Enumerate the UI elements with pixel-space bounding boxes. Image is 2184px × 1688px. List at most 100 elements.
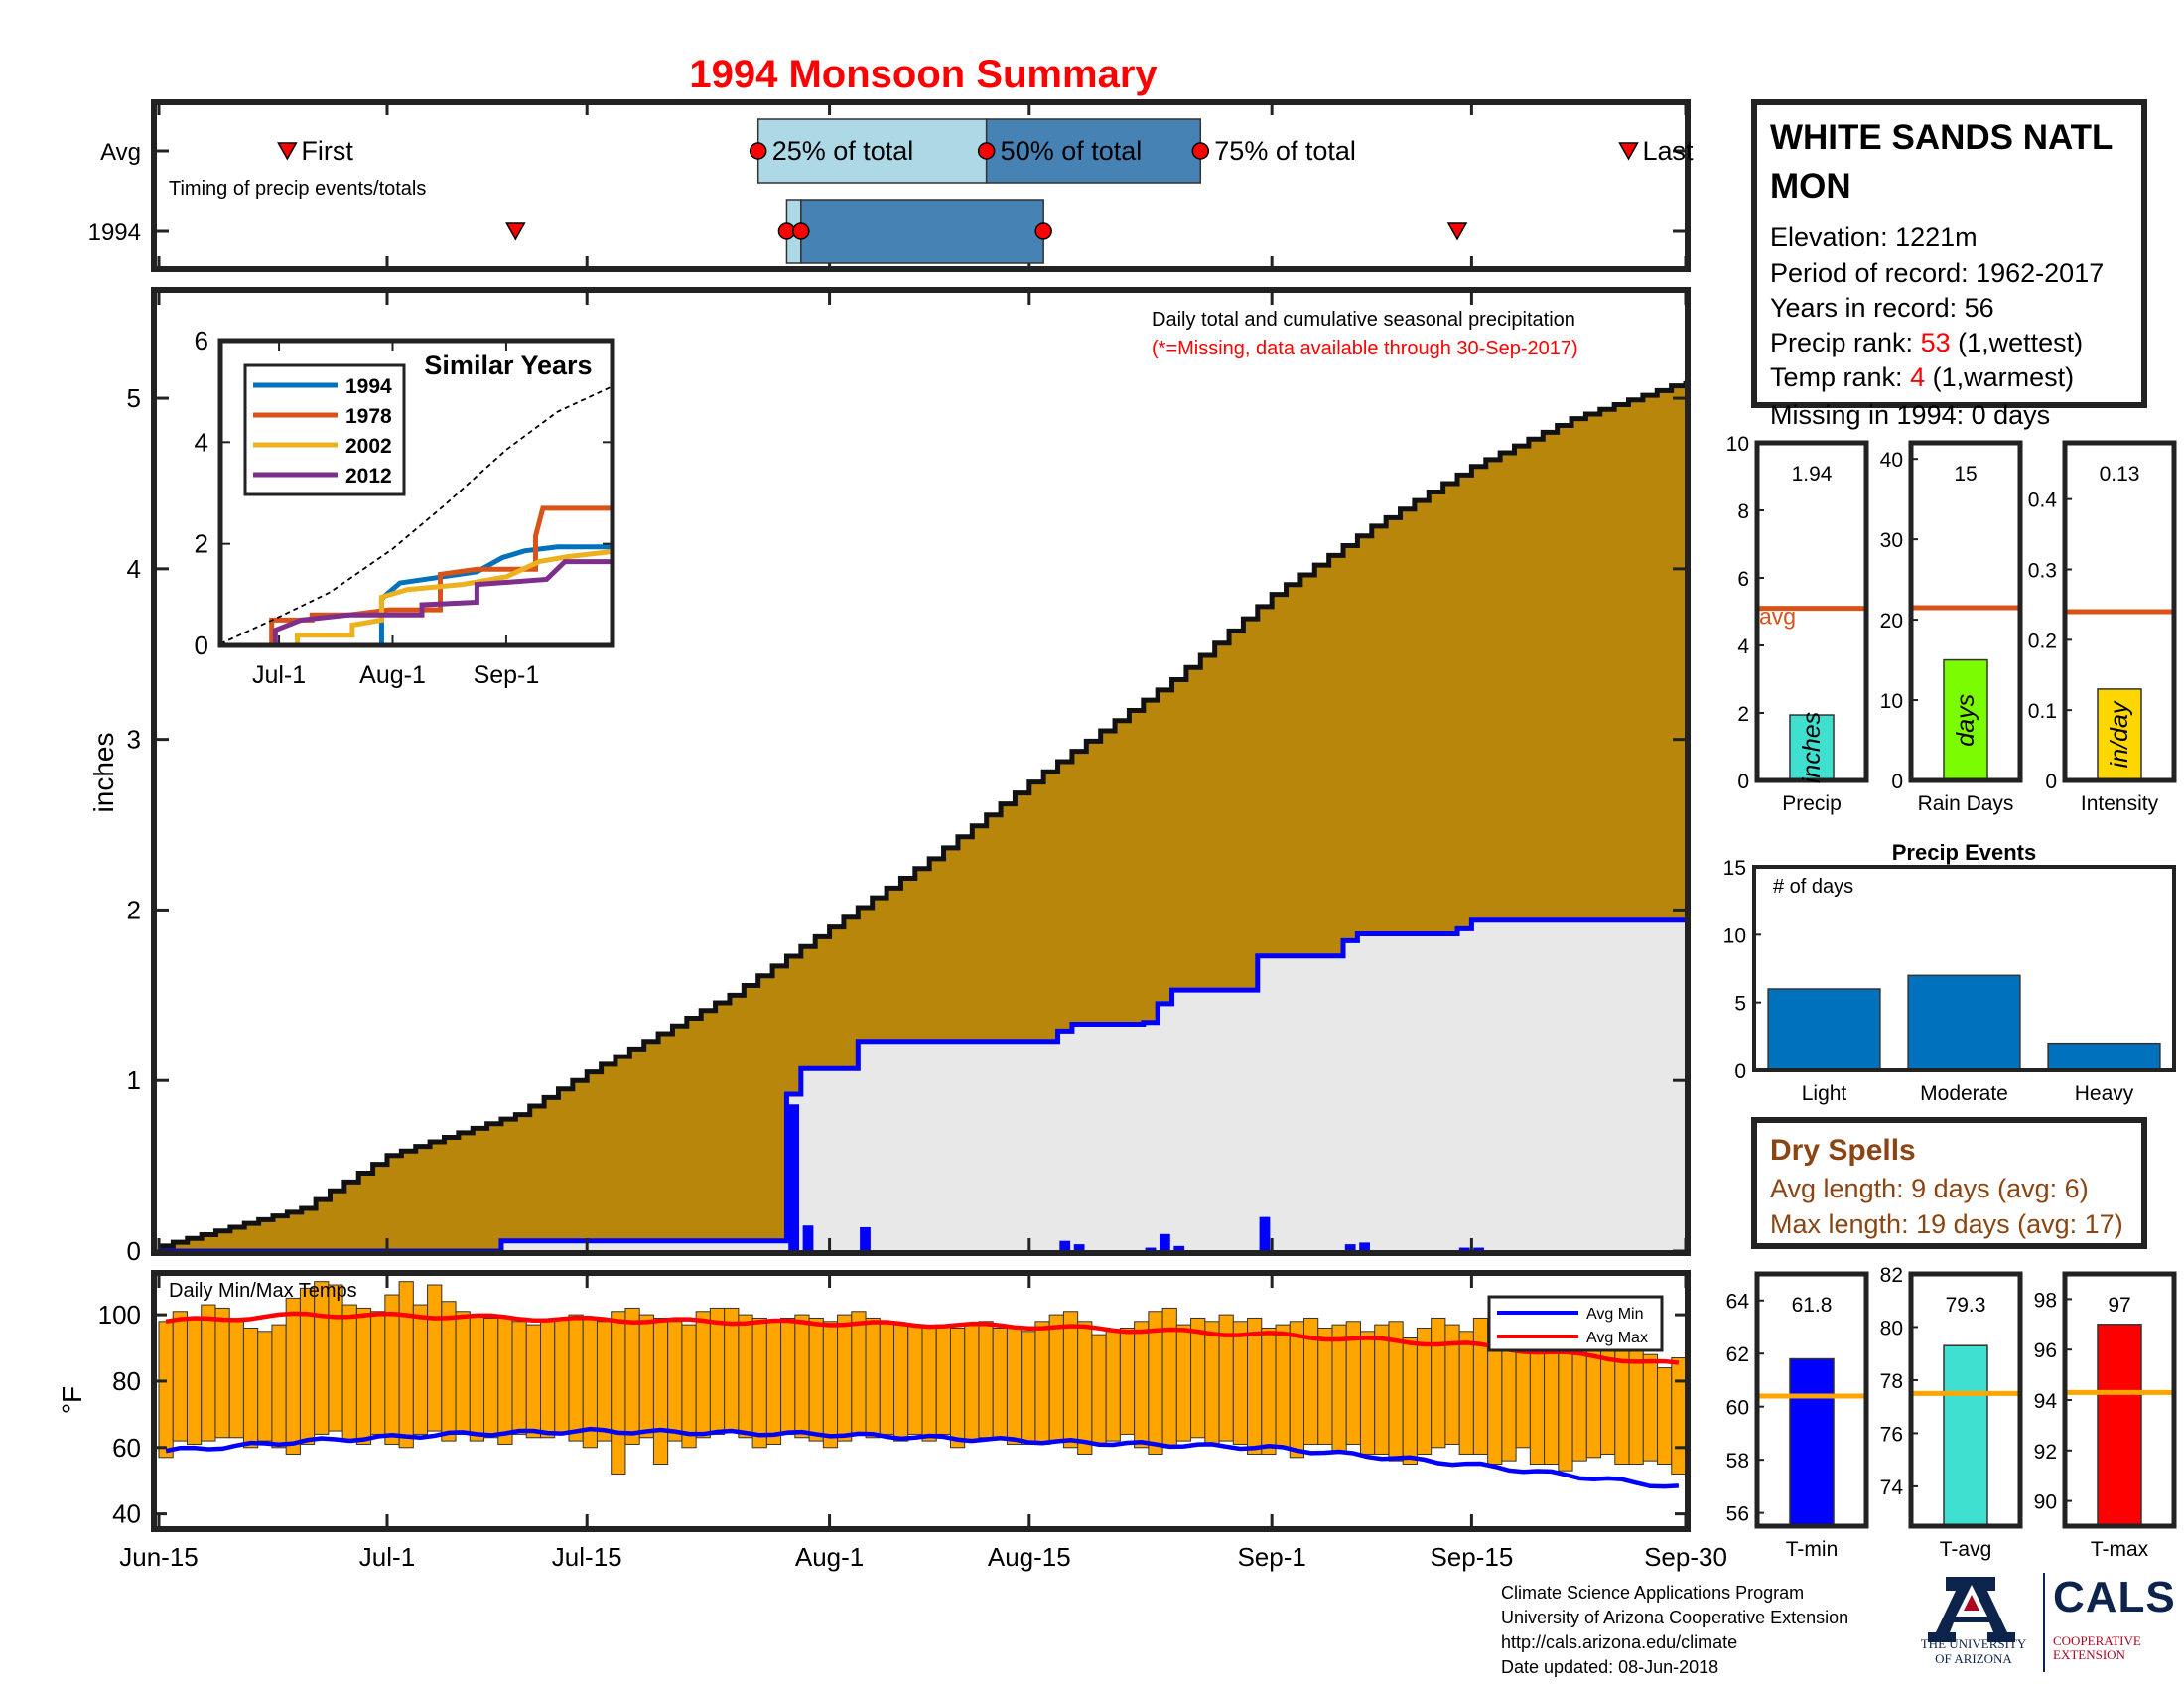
daily-temp-bar: [935, 1324, 951, 1435]
timing-row-label-avg: Avg: [100, 139, 141, 166]
mini-y-tick-label: 0: [2045, 771, 2057, 793]
main-chart-frame: [151, 287, 1691, 1256]
daily-temp-bar: [992, 1327, 1008, 1439]
daily-temp-bar: [1275, 1324, 1291, 1449]
timing-first-last-marker: [1618, 142, 1639, 161]
mini-y-tick-label: 2: [1737, 703, 1749, 726]
timing-panel-frame: [151, 99, 1691, 272]
daily-precip-bar: [1145, 1247, 1157, 1251]
daily-temp-bar: [1458, 1331, 1474, 1455]
mini-value-label: 97: [2108, 1294, 2130, 1317]
daily-temp-bar: [257, 1331, 273, 1442]
daily-temp-bar: [441, 1301, 457, 1442]
daily-temp-bar: [1558, 1340, 1573, 1472]
inset-x-tick-label: Jul-1: [252, 661, 306, 689]
mini-bar-intensity: [2097, 688, 2142, 781]
daily-temp-bar: [1374, 1324, 1390, 1455]
daily-temp-bar: [724, 1307, 740, 1432]
inset-legend-label: 1994: [345, 375, 392, 398]
daily-temp-bar: [285, 1297, 301, 1455]
avg-cumulative-line: [159, 380, 1689, 1249]
footer-line-3[interactable]: http://cals.arizona.edu/climate: [1501, 1632, 1738, 1652]
daily-temp-bar: [1261, 1327, 1277, 1455]
daily-temp-bar: [1204, 1321, 1220, 1445]
daily-temp-bar: [341, 1304, 357, 1442]
daily-temp-bar: [201, 1304, 216, 1442]
mini-y-tick-label: 4: [1737, 635, 1749, 658]
daily-temp-bar: [568, 1314, 584, 1442]
temps-y-tick-label: 60: [112, 1433, 141, 1463]
daily-temp-bar: [540, 1321, 556, 1439]
logo-divider: [2043, 1573, 2045, 1672]
mini-panel-frame: [1754, 440, 1869, 783]
mini-category-label: T-min: [1786, 1538, 1839, 1561]
daily-temp-bar: [1529, 1337, 1546, 1465]
footer-line-1: Climate Science Applications Program: [1501, 1583, 1805, 1603]
x-tick-label: Sep-15: [1430, 1542, 1513, 1572]
timing-label-first: First: [301, 136, 353, 166]
temps-y-tick-label: 80: [112, 1366, 141, 1396]
daily-temp-bar: [328, 1284, 343, 1432]
mini-y-tick-label: 96: [2034, 1339, 2057, 1362]
daily-temp-bar: [1359, 1331, 1376, 1455]
station-years: Years in record: 56: [1770, 293, 1994, 323]
temps-legend-frame: [1487, 1295, 1664, 1352]
cals-wordmark: CALS: [2053, 1573, 2176, 1621]
dry-spells-avg: Avg length: 9 days (avg: 6): [1770, 1174, 2089, 1203]
mini-y-tick-label: 62: [1726, 1343, 1749, 1366]
main-chart-title: Daily total and cumulative seasonal prec…: [1152, 309, 1575, 331]
mini-y-tick-label: 58: [1726, 1450, 1749, 1473]
daily-temp-bar: [1034, 1321, 1050, 1445]
mini-unit-label: days: [1952, 694, 1979, 747]
mini-value-label: 15: [1954, 463, 1977, 486]
daily-temp-bar: [172, 1311, 188, 1442]
daily-precip-bar: [1473, 1247, 1484, 1251]
events-title: Precip Events: [1892, 840, 2037, 865]
daily-precip-bar: [788, 1104, 800, 1251]
temps-chart-title: Daily Min/Max Temps: [169, 1280, 357, 1302]
precip-events-chart: Light Moderate Heavy 0 5 10 15 Precip Events # o…: [1723, 840, 2176, 1105]
y-tick-label: 1: [127, 1065, 141, 1095]
x-tick-label: Jul-1: [359, 1542, 415, 1572]
daily-temp-bar: [865, 1317, 881, 1439]
y-tick-label: 2: [127, 895, 141, 924]
mini-category-label: T-avg: [1940, 1538, 1992, 1561]
daily-temp-bar: [893, 1324, 909, 1442]
daily-temp-bar: [879, 1321, 895, 1435]
temps-legend-label-min: Avg Min: [1586, 1306, 1644, 1323]
daily-precip-bar: [1259, 1216, 1271, 1251]
mini-avg-label: avg: [1759, 604, 1796, 630]
mini-unit-label: in/day: [2106, 700, 2133, 768]
daily-temp-bar: [525, 1324, 542, 1439]
mini-y-tick-label: 76: [1880, 1423, 1903, 1446]
temps-y-tick-label: 40: [112, 1499, 141, 1529]
inset-y-tick-label: 2: [195, 529, 208, 559]
mini-value-label: 1.94: [1792, 463, 1833, 486]
daily-temp-bar: [158, 1321, 174, 1459]
main-chart-subtitle: (*=Missing, data available through 30-Se…: [1152, 338, 1578, 359]
mini-y-tick-label: 30: [1880, 529, 1903, 552]
inset-avg-dashed-line: [219, 385, 614, 645]
mini-y-tick-label: 78: [1880, 1370, 1903, 1393]
events-y-tick-label: 15: [1723, 857, 1746, 880]
daily-temp-bar: [412, 1304, 429, 1435]
mini-y-tick-label: 80: [1880, 1317, 1903, 1339]
daily-temp-bar: [355, 1307, 372, 1445]
year-cumulative-line: [159, 917, 1686, 1254]
inset-y-tick-label: 6: [195, 326, 208, 355]
daily-precip-bar: [802, 1225, 814, 1251]
station-period: Period of record: 1962-2017: [1770, 258, 2104, 288]
timing-first-last-marker: [505, 222, 526, 241]
daily-temp-bar: [638, 1314, 654, 1439]
daily-temp-bar: [949, 1327, 966, 1449]
events-ylabel: # of days: [1773, 876, 1853, 898]
mini-value-label: 0.13: [2100, 463, 2140, 486]
daily-temp-bar: [228, 1321, 244, 1439]
daily-temp-bar: [1190, 1317, 1206, 1439]
daily-temp-bar: [314, 1281, 330, 1435]
timing-box-second-half: [800, 199, 1044, 264]
inset-x-tick-label: Sep-1: [474, 661, 540, 689]
mini-value-label: 61.8: [1792, 1294, 1833, 1317]
daily-temp-bar: [1472, 1317, 1489, 1455]
daily-temp-bar: [978, 1321, 994, 1439]
